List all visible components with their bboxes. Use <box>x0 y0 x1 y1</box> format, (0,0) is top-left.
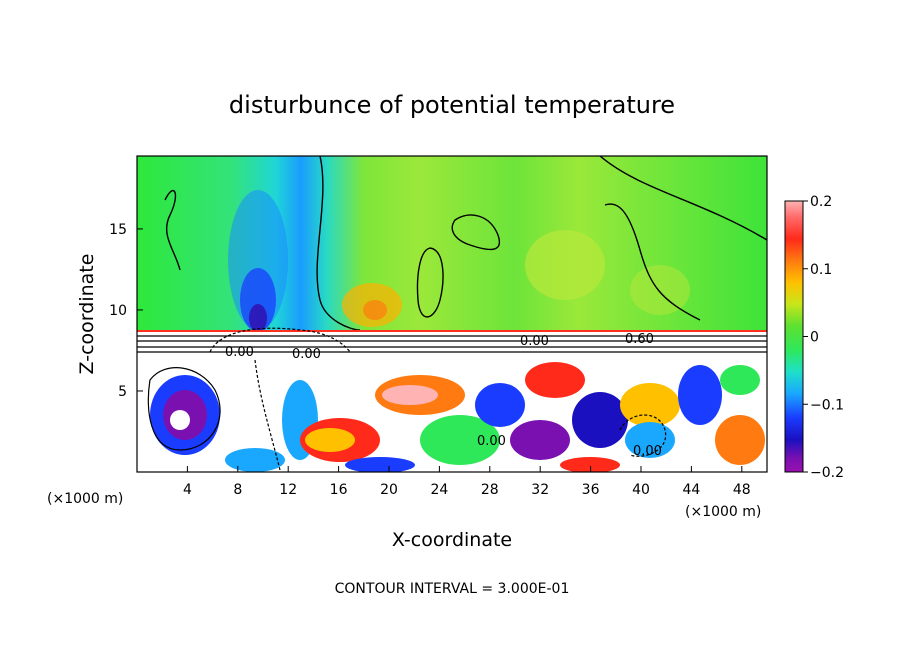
x-tick-label: 20 <box>380 482 398 498</box>
contour-label-6: 0.00 <box>225 345 254 360</box>
contour-label-2: 0.00 <box>292 347 321 362</box>
colorbar <box>784 200 804 473</box>
upper-contour-1 <box>316 156 361 331</box>
colorbar-tick-label: 0 <box>810 330 819 346</box>
upper-contour-2 <box>416 247 444 318</box>
colorbar-ticks: 0.2 0.1 0 −0.1 −0.2 <box>803 194 844 481</box>
lower-contour-1 <box>147 367 221 451</box>
colorbar-tick-label: −0.2 <box>810 465 844 481</box>
x-tick-label: 8 <box>233 482 242 498</box>
lower-contour-2 <box>254 359 281 471</box>
colorbar-tick-label: 0.2 <box>810 194 832 210</box>
contour-label-1: 0.60 <box>625 332 654 347</box>
x-tick-label: 28 <box>481 482 499 498</box>
contour-label-4: 0.00 <box>477 434 506 449</box>
x-tick-label: 48 <box>733 482 751 498</box>
y-axis-title: Z-coordinate <box>76 254 98 375</box>
x-tick-label: 36 <box>582 482 600 498</box>
x-tick-label: 4 <box>183 482 192 498</box>
contour-label-3: 0.00 <box>520 334 549 349</box>
turbulence <box>150 362 765 472</box>
stable-layer <box>137 331 767 355</box>
contour-label-5: 0.00 <box>633 444 662 459</box>
x-tick-label: 16 <box>330 482 348 498</box>
plot-frame <box>136 155 768 473</box>
upper-contour-3 <box>451 214 501 251</box>
x-tick-label: 40 <box>632 482 650 498</box>
light-patch <box>525 230 605 300</box>
x-axis-title: X-coordinate <box>392 529 512 551</box>
x-tick-label: 32 <box>531 482 549 498</box>
upper-contour-4 <box>599 156 767 241</box>
cold-core-inner <box>249 304 267 332</box>
x-unit-label-right: (×1000 m) <box>685 504 761 520</box>
plot-area <box>137 156 767 472</box>
cold-core <box>240 268 276 332</box>
contour-interval: CONTOUR INTERVAL = 3.000E-01 <box>335 581 570 597</box>
upper-contour-6 <box>164 189 181 271</box>
mountain-contour <box>209 327 351 353</box>
x-unit-label-left: (×1000 m) <box>47 491 123 507</box>
upper-contour-5 <box>604 203 701 321</box>
y-tick-label: 5 <box>118 384 127 400</box>
x-tick-label: 12 <box>279 482 297 498</box>
colorbar-tick-label: −0.1 <box>810 397 844 413</box>
light-patch-2 <box>630 265 690 315</box>
x-tick-label: 44 <box>682 482 700 498</box>
lower-contour-3 <box>619 414 667 457</box>
colorbar-tick-label: 0.1 <box>810 262 832 278</box>
chart-title: disturbunce of potential temperature <box>229 91 675 119</box>
y-tick-label: 15 <box>109 222 127 238</box>
x-tick-label: 24 <box>430 482 448 498</box>
warm-patch-inner <box>363 300 387 320</box>
y-tick-label: 10 <box>109 303 127 319</box>
